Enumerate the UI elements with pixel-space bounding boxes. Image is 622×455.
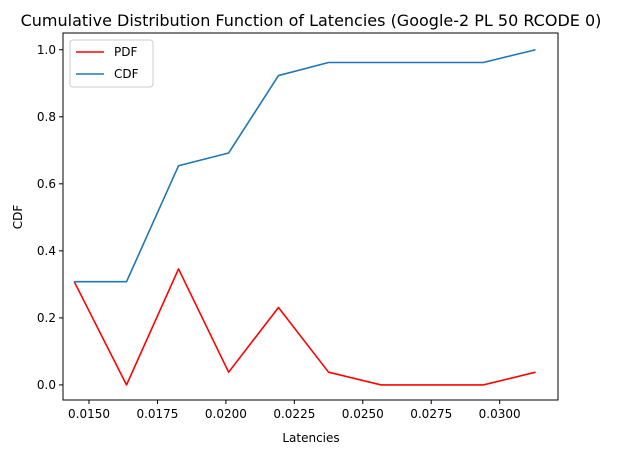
legend-label-pdf: PDF <box>114 45 137 59</box>
x-tick-label: 0.0225 <box>273 407 315 421</box>
lines-layer <box>73 48 536 386</box>
legend-label-cdf: CDF <box>114 67 139 81</box>
y-tick-label: 0.4 <box>37 244 56 258</box>
cdf-series-line <box>74 48 536 283</box>
x-tick-label: 0.0150 <box>68 407 110 421</box>
x-tick-label: 0.0175 <box>136 407 178 421</box>
legend: PDF CDF <box>69 39 154 88</box>
pdf-series-line <box>73 268 536 386</box>
legend-box <box>69 39 154 88</box>
x-tick-label: 0.0200 <box>205 407 247 421</box>
ticks-layer: 0.0150 0.0175 0.0200 0.0225 0.0250 0.0275 0.03… <box>37 43 521 421</box>
x-tick-label: 0.0300 <box>479 407 521 421</box>
plot-frame <box>62 32 559 401</box>
x-tick-label: 0.0250 <box>342 407 384 421</box>
y-tick-label: 0.2 <box>37 311 56 325</box>
y-tick-label: 1.0 <box>37 43 56 57</box>
x-tick-label: 0.0275 <box>410 407 452 421</box>
y-tick-label: 0.6 <box>37 177 56 191</box>
y-tick-label: 0.0 <box>37 378 56 392</box>
y-axis-label: CDF <box>11 205 25 230</box>
chart-title: Cumulative Distribution Function of Late… <box>21 11 602 30</box>
x-axis-label: Latencies <box>282 431 339 445</box>
y-tick-label: 0.8 <box>37 110 56 124</box>
